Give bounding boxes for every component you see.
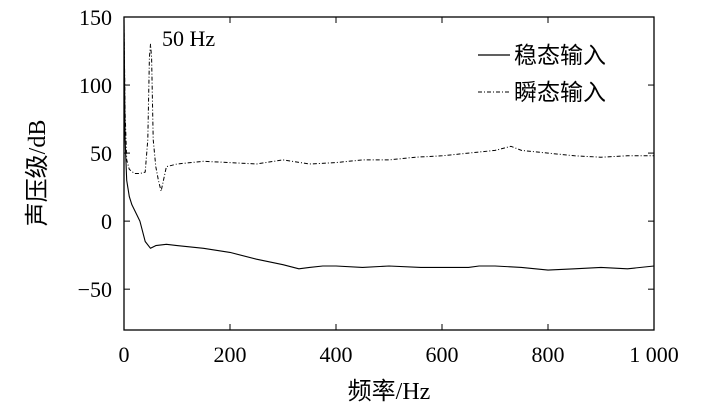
y-tick-label: −50 [78,277,112,302]
legend-label-transient: 瞬态输入 [514,80,606,105]
legend-label-steady: 稳态输入 [514,43,606,68]
y-tick-label: 50 [90,141,112,166]
x-tick-label: 800 [532,342,565,367]
y-tick-label: 100 [79,73,112,98]
y-axis-label: 声压级/dB [24,120,51,227]
series-layer [123,19,655,271]
tick-layer: 0 200 400 600 800 1 000 −50 0 50 100 150 [78,5,679,367]
y-tick-label: 150 [79,5,112,30]
x-tick-label: 400 [320,342,353,367]
y-tick-label: 0 [101,209,112,234]
x-tick-label: 1 000 [629,342,679,367]
x-axis-label: 频率/Hz [348,378,431,405]
annotation-50hz: 50 Hz [162,26,215,51]
x-tick-label: 200 [214,342,247,367]
x-tick-label: 0 [119,342,130,367]
series-line-steady [123,19,655,271]
series-line-transient [123,23,654,192]
label-layer: 频率/Hz 声压级/dB 50 Hz [24,26,430,405]
x-tick-label: 600 [426,342,459,367]
legend: 稳态输入 瞬态输入 [478,43,606,105]
plot-frame [123,16,655,331]
